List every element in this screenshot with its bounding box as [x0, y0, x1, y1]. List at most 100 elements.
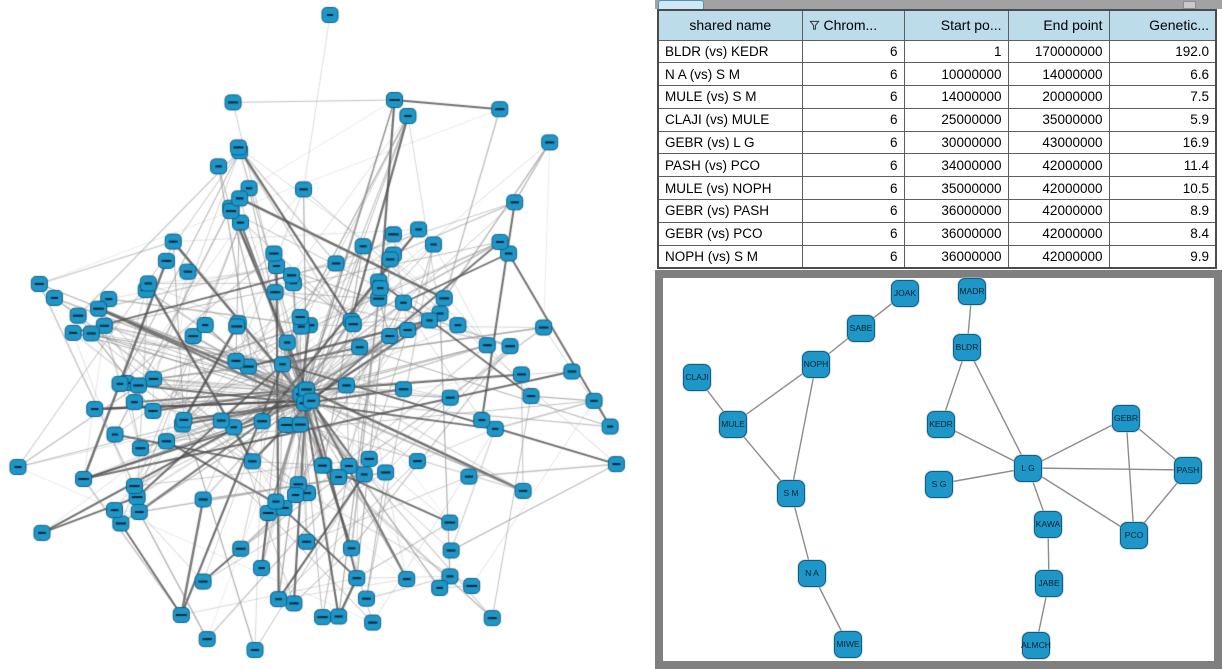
table-cell[interactable]: 6.6: [1108, 62, 1217, 87]
table-cell[interactable]: 35000000: [1007, 107, 1110, 132]
node-s-m[interactable]: S M: [777, 479, 805, 507]
small-network-panel: JOAK MADR SABE NOPH BLDR CLAJI MULE KEDR GEBR L G…: [655, 270, 1222, 669]
table-cell[interactable]: 25000000: [903, 107, 1009, 132]
table-cell[interactable]: 8.4: [1108, 221, 1217, 246]
table-cell[interactable]: 9.9: [1108, 244, 1217, 269]
table-cell[interactable]: 35000000: [903, 176, 1009, 201]
table-cell[interactable]: 6: [801, 39, 905, 64]
table-cell[interactable]: 36000000: [903, 199, 1009, 223]
table-row[interactable]: PASH (vs) PCO 6 34000000 42000000 11.4: [657, 153, 1217, 178]
table-cell[interactable]: 6: [801, 176, 905, 201]
table-cell[interactable]: 14000000: [903, 85, 1009, 109]
table-cell[interactable]: 14000000: [1007, 62, 1110, 87]
table-row[interactable]: GEBR (vs) PCO 6 36000000 42000000 8.4: [657, 221, 1217, 246]
table-cell[interactable]: GEBR (vs) PASH: [657, 199, 803, 223]
table-row[interactable]: BLDR (vs) KEDR 6 1 170000000 192.0: [657, 39, 1217, 64]
table-cell[interactable]: 11.4: [1108, 153, 1217, 178]
table-row[interactable]: CLAJI (vs) MULE 6 25000000 35000000 5.9: [657, 107, 1217, 132]
node-miwe[interactable]: MIWE: [834, 630, 862, 658]
node-pco[interactable]: PCO: [1120, 521, 1148, 549]
node-s-g[interactable]: S G: [925, 470, 953, 498]
table-cell[interactable]: N A (vs) S M: [657, 62, 803, 87]
node-gebr[interactable]: GEBR: [1112, 404, 1140, 432]
table-tab-fragment[interactable]: [658, 0, 704, 9]
table-cell[interactable]: 42000000: [1007, 176, 1110, 201]
node-bldr[interactable]: BLDR: [953, 333, 981, 361]
table-cell[interactable]: MULE (vs) S M: [657, 85, 803, 109]
attribute-table: shared name Chrom... Start po... End poi…: [657, 9, 1217, 269]
table-row[interactable]: MULE (vs) NOPH 6 35000000 42000000 10.5: [657, 176, 1217, 201]
column-header-label: Start po...: [940, 17, 1002, 34]
table-cell[interactable]: 7.5: [1108, 85, 1217, 109]
small-network-canvas[interactable]: JOAK MADR SABE NOPH BLDR CLAJI MULE KEDR GEBR L G…: [663, 277, 1214, 661]
table-cell[interactable]: 6: [801, 221, 905, 246]
column-header-label: End point: [1043, 17, 1103, 34]
table-cell[interactable]: 6: [801, 107, 905, 132]
scrollbar-corner[interactable]: [1183, 1, 1196, 9]
node-noph[interactable]: NOPH: [802, 350, 830, 378]
table-cell[interactable]: 6: [801, 244, 905, 269]
node-madr[interactable]: MADR: [958, 277, 986, 305]
table-cell[interactable]: 10000000: [903, 62, 1009, 87]
table-row[interactable]: N A (vs) S M 6 10000000 14000000 6.6: [657, 62, 1217, 87]
right-column: shared name Chrom... Start po... End poi…: [655, 0, 1222, 669]
node-pash[interactable]: PASH: [1174, 456, 1202, 484]
table-cell[interactable]: 20000000: [1007, 85, 1110, 109]
table-cell[interactable]: 192.0: [1108, 39, 1217, 64]
table-cell[interactable]: 42000000: [1007, 153, 1110, 178]
column-header-label: shared name: [689, 17, 772, 34]
table-cell[interactable]: 42000000: [1007, 221, 1110, 246]
node-sabe[interactable]: SABE: [847, 314, 875, 342]
table-cell[interactable]: 16.9: [1108, 130, 1217, 155]
node-l-g[interactable]: L G: [1014, 454, 1042, 482]
table-cell[interactable]: 6: [801, 85, 905, 109]
node-jabe[interactable]: JABE: [1035, 569, 1063, 597]
filter-funnel-icon[interactable]: [808, 18, 820, 34]
table-row[interactable]: GEBR (vs) L G 6 30000000 43000000 16.9: [657, 130, 1217, 155]
table-cell[interactable]: 170000000: [1007, 39, 1110, 64]
table-cell[interactable]: CLAJI (vs) MULE: [657, 107, 803, 132]
table-cell[interactable]: 36000000: [903, 244, 1009, 269]
table-cell[interactable]: GEBR (vs) PCO: [657, 221, 803, 246]
table-cell[interactable]: 5.9: [1108, 107, 1217, 132]
column-header-chromosome[interactable]: Chrom...: [801, 9, 905, 41]
column-header-start-point[interactable]: Start po...: [903, 9, 1009, 41]
column-header-end-point[interactable]: End point: [1007, 9, 1110, 41]
table-row[interactable]: MULE (vs) S M 6 14000000 20000000 7.5: [657, 85, 1217, 109]
small-network-edges[interactable]: [663, 278, 1214, 661]
table-cell[interactable]: NOPH (vs) S M: [657, 244, 803, 269]
column-header-shared-name[interactable]: shared name: [657, 9, 803, 41]
node-kawa[interactable]: KAWA: [1034, 510, 1062, 538]
table-cell[interactable]: 6: [801, 62, 905, 87]
table-cell[interactable]: 6: [801, 153, 905, 178]
node-claji[interactable]: CLAJI: [683, 363, 711, 391]
table-cell[interactable]: PASH (vs) PCO: [657, 153, 803, 178]
table-cell[interactable]: 34000000: [903, 153, 1009, 178]
column-header-label: Genetic...: [1149, 17, 1209, 34]
table-row[interactable]: NOPH (vs) S M 6 36000000 42000000 9.9: [657, 244, 1217, 269]
table-cell[interactable]: MULE (vs) NOPH: [657, 176, 803, 201]
node-almch[interactable]: ALMCH: [1021, 631, 1051, 659]
node-kedr[interactable]: KEDR: [927, 410, 955, 438]
table-row[interactable]: GEBR (vs) PASH 6 36000000 42000000 8.9: [657, 199, 1217, 223]
table-cell[interactable]: GEBR (vs) L G: [657, 130, 803, 155]
table-cell[interactable]: 42000000: [1007, 199, 1110, 223]
node-n-a[interactable]: N A: [798, 559, 826, 587]
table-cell[interactable]: 43000000: [1007, 130, 1110, 155]
large-network-panel: [0, 0, 655, 669]
table-cell[interactable]: 42000000: [1007, 244, 1110, 269]
node-joak[interactable]: JOAK: [891, 279, 919, 307]
table-cell[interactable]: 6: [801, 199, 905, 223]
table-cell[interactable]: 6: [801, 130, 905, 155]
table-cell[interactable]: 1: [903, 39, 1009, 64]
table-cell[interactable]: 10.5: [1108, 176, 1217, 201]
large-network-canvas[interactable]: [0, 0, 655, 669]
table-cell[interactable]: 30000000: [903, 130, 1009, 155]
table-cell[interactable]: 8.9: [1108, 199, 1217, 223]
column-header-genetic[interactable]: Genetic...: [1108, 9, 1217, 41]
table-cell[interactable]: 36000000: [903, 221, 1009, 246]
column-header-label: Chrom...: [823, 16, 878, 33]
table-cell[interactable]: BLDR (vs) KEDR: [657, 39, 803, 64]
node-mule[interactable]: MULE: [719, 410, 747, 438]
